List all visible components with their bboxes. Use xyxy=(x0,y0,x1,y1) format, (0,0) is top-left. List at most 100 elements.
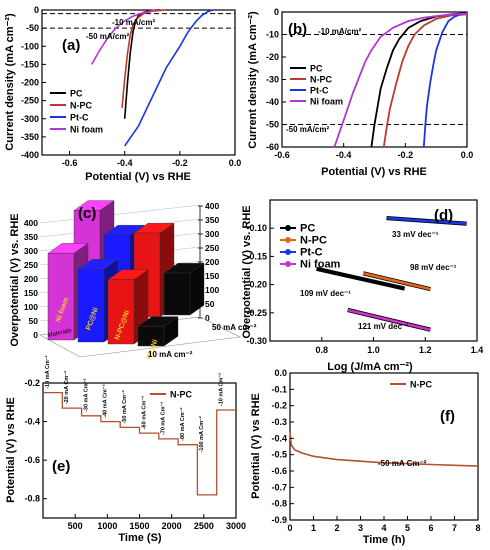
d-xtick-label: 1.2 xyxy=(419,345,432,355)
panel-a-ref-label-1: -10 mA/cm² xyxy=(112,18,155,27)
a-ytick-label: -150 xyxy=(21,59,39,69)
f-ytick-label: -0.3 xyxy=(271,417,287,427)
b-ytick-label: -40 xyxy=(266,97,279,107)
b-legend-entry-label: Pt-C xyxy=(310,86,329,96)
a-ytick-label: -350 xyxy=(21,132,39,142)
b-xtick-label: 0.0 xyxy=(461,150,474,160)
c-ztick-label-left: 150 xyxy=(24,288,38,298)
c-ztick-label: 150 xyxy=(205,271,219,281)
panel-d-label: (d) xyxy=(434,207,453,224)
a-xtick-label: 0.0 xyxy=(229,158,242,168)
panel-a-ref-label-2: -50 mA/cm² xyxy=(86,32,129,41)
panel-b: -0.6 -0.4 -0.2 0.0 0 -10 -20 -30 -40 -50 -60 (b) P… xyxy=(247,7,473,178)
c-ztick-label: 200 xyxy=(205,257,219,267)
f-ytick-label: -0.5 xyxy=(271,450,287,460)
d-fit-line-3 xyxy=(386,216,467,225)
d-ytick-label: -0.10 xyxy=(246,223,267,233)
f-xtick-label: 5 xyxy=(405,523,410,533)
f-legend-entry-label: N-PC xyxy=(410,380,432,390)
panel-d-xlabel: Log (J/mA cm⁻²) xyxy=(327,361,413,373)
b-series-2-line xyxy=(382,13,468,148)
d-legend-marker xyxy=(285,225,291,231)
panel-a-xlabel: Potential (V) vs RHE xyxy=(85,171,191,183)
panel-a: -0.6 -0.4 -0.2 0.0 0 -50 -100 -150 -200 -250 -300 -… xyxy=(4,5,241,183)
a-legend-entry-label: PC xyxy=(70,89,83,99)
a-xtick-label: -0.4 xyxy=(117,158,133,168)
e-step-label: -30 mA Cm⁻² xyxy=(82,378,89,411)
e-step-label: -100 mA Cm⁻² xyxy=(198,416,205,452)
c-bar-10-2-front xyxy=(77,269,105,343)
panel-e-label: (e) xyxy=(52,458,70,475)
c-ztick-label: 400 xyxy=(205,201,219,211)
c-ztick-label-left: 200 xyxy=(24,274,38,284)
b-series-4-line xyxy=(333,12,468,148)
a-ytick-label: -200 xyxy=(21,78,39,88)
c-ztick-label: 0 xyxy=(205,313,210,323)
f-xtick-label: 7 xyxy=(452,523,457,533)
d-fit-line-2 xyxy=(362,272,431,291)
b-xtick-label: -0.4 xyxy=(336,150,352,160)
c-bar-50-4-front xyxy=(163,272,191,316)
panel-e: 500 1000 1500 2000 2500 3000-0.2-0.4-0.6-0.8 … xyxy=(5,355,246,544)
e-xtick-label: 1500 xyxy=(129,521,149,531)
panel-e-xlabel: Time (S) xyxy=(118,532,162,544)
a-legend-entry-label: N-PC xyxy=(70,101,92,111)
e-step-label: -10 mA Cm⁻² xyxy=(217,373,224,406)
e-step-label: -10 mA Cm⁻² xyxy=(44,355,51,388)
a-xtick-label: -0.2 xyxy=(172,158,188,168)
panel-c-zlabel: Overpotential (V) vs. RHE xyxy=(9,213,21,346)
b-ytick-label: -50 xyxy=(266,120,279,130)
d-slope-label: 98 mV dec⁻¹ xyxy=(410,263,457,272)
panel-e-legend: N-PC xyxy=(150,390,192,400)
f-ytick-label: -0.8 xyxy=(271,499,287,509)
c-ztick-label-left: 400 xyxy=(24,218,38,228)
panel-f-ylabel: Potential (V) vs RHE xyxy=(250,393,262,499)
d-legend-marker xyxy=(285,249,291,255)
d-ytick-label: -0.30 xyxy=(246,336,267,346)
f-xtick-label: 4 xyxy=(381,523,386,533)
e-xtick-label: 2500 xyxy=(194,521,214,531)
b-ytick-label: -60 xyxy=(266,142,279,152)
c-ztick-label-left: 300 xyxy=(24,246,38,256)
d-ytick-label: -0.25 xyxy=(246,308,267,318)
a-ytick-label: -250 xyxy=(21,96,39,106)
d-fit-line-1 xyxy=(316,267,405,290)
e-step-label: -50 mA Cm⁻² xyxy=(121,390,128,423)
a-series-4-line xyxy=(90,9,156,65)
panel-a-label: (a) xyxy=(62,37,80,54)
panel-e-frame xyxy=(42,382,237,519)
d-legend-marker xyxy=(285,261,291,267)
d-ytick-label: -0.15 xyxy=(246,251,267,261)
c-ztick-label: 300 xyxy=(205,229,219,239)
d-xtick-label: 1.0 xyxy=(367,345,380,355)
d-xtick-label: 1.4 xyxy=(471,345,484,355)
f-ytick-label: 0.0 xyxy=(274,368,287,378)
f-ytick-label: -0.4 xyxy=(271,433,287,443)
f-ytick-label: -0.6 xyxy=(271,466,287,476)
c-ztick-label: 100 xyxy=(205,285,219,295)
d-slope-label: 33 mV dec⁻¹ xyxy=(392,230,439,239)
panel-b-ref-label-2: -50 mA/cm² xyxy=(286,125,329,134)
panel-f: 0 1 2 3 4 5 6 7 8 -0.9 -0.8 -0.7 -0.6 -0.5 -0.4 -0.3 -0.… xyxy=(250,368,481,546)
a-ytick-label: -300 xyxy=(21,114,39,124)
d-ytick-label: -0.20 xyxy=(246,280,267,290)
b-xtick-label: -0.6 xyxy=(274,150,290,160)
panel-b-xlabel: Potential (V) vs RHE xyxy=(321,166,427,178)
b-ytick-label: -20 xyxy=(266,52,279,62)
e-series-1-line xyxy=(43,391,236,496)
a-series-3-line xyxy=(124,9,214,147)
b-xtick-label: -0.2 xyxy=(398,150,414,160)
panel-f-legend: N-PC xyxy=(390,380,432,390)
f-ytick-label: -0.2 xyxy=(271,401,287,411)
f-series-1-line xyxy=(289,431,479,467)
panel-b-ylabel: Current density (mA cm⁻²) xyxy=(247,11,259,149)
d-legend-entry-label: PC xyxy=(300,223,315,235)
a-ytick-label: -100 xyxy=(21,41,39,51)
d-legend-entry-label: Ni foam xyxy=(300,259,341,271)
e-xtick-label: 2000 xyxy=(162,521,182,531)
panel-f-label: (f) xyxy=(440,408,455,425)
f-xtick-label: 3 xyxy=(358,523,363,533)
e-ytick-label: -0.2 xyxy=(24,378,40,388)
panel-c-depth-axis-label: Materials xyxy=(47,328,72,339)
